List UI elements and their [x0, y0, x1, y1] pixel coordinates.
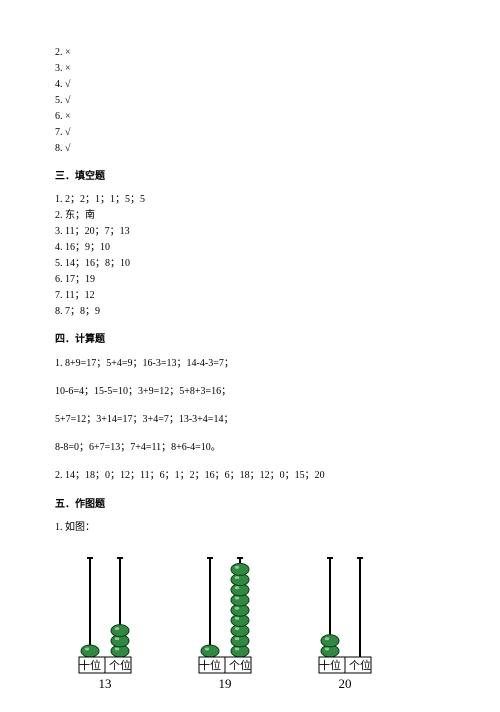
calc-line: 5+7=12；3+14=17；3+4=7；13-3+4=14；	[55, 411, 445, 429]
fill-item: 6. 17；19	[55, 272, 445, 288]
abacus: 十位个位 13	[65, 554, 145, 692]
svg-text:十位: 十位	[199, 658, 221, 672]
truefalse-item: 2. ×	[55, 45, 445, 61]
svg-text:个位: 个位	[229, 658, 251, 672]
fill-item: 5. 14；16；8；10	[55, 256, 445, 272]
abacus-svg: 十位个位	[65, 554, 145, 674]
abacus-number: 19	[219, 676, 232, 692]
fill-item: 8. 7；8；9	[55, 304, 445, 320]
svg-text:十位: 十位	[319, 658, 341, 672]
page: 2. ×3. ×4. √5. √6. ×7. √8. √ 三．填空题 1. 2；…	[0, 0, 500, 712]
calc-line: 10-6=4；15-5=10；3+9=12；5+8+3=16；	[55, 383, 445, 401]
section5-intro: 1. 如图：	[55, 520, 445, 536]
abacus-row: 十位个位13十位个位19十位个位20	[65, 554, 445, 692]
svg-text:个位: 个位	[109, 658, 131, 672]
fill-item: 1. 2；2；1；1；5；5	[55, 192, 445, 208]
fill-item: 7. 11；12	[55, 288, 445, 304]
fill-item: 2. 东；南	[55, 208, 445, 224]
truefalse-item: 4. √	[55, 77, 445, 93]
abacus: 十位个位 20	[305, 554, 385, 692]
fill-item: 4. 16；9；10	[55, 240, 445, 256]
calc-line: 2. 14；18；0；12；11；6；1；2；16；6；18；12；0；15；2…	[55, 467, 445, 485]
abacus-number: 13	[99, 676, 112, 692]
section3-block: 1. 2；2；1；1；5；52. 东；南3. 11；20；7；134. 16；9…	[55, 192, 445, 320]
truefalse-item: 8. √	[55, 141, 445, 157]
abacus-number: 20	[339, 676, 352, 692]
section4-block: 1. 8+9=17；5+4=9；16-3=13；14-4-3=7； 10-6=4；…	[55, 355, 445, 485]
truefalse-item: 7. √	[55, 125, 445, 141]
truefalse-item: 6. ×	[55, 109, 445, 125]
section4-heading: 四．计算题	[55, 330, 445, 345]
svg-text:十位: 十位	[79, 658, 101, 672]
calc-line: 8-8=0；6+7=13；7+4=11；8+6-4=10。	[55, 439, 445, 457]
truefalse-item: 5. √	[55, 93, 445, 109]
fill-item: 3. 11；20；7；13	[55, 224, 445, 240]
svg-text:个位: 个位	[349, 658, 371, 672]
abacus-svg: 十位个位	[305, 554, 385, 674]
section5-heading: 五．作图题	[55, 495, 445, 510]
calc-line: 1. 8+9=17；5+4=9；16-3=13；14-4-3=7；	[55, 355, 445, 373]
truefalse-block: 2. ×3. ×4. √5. √6. ×7. √8. √	[55, 45, 445, 157]
abacus: 十位个位 19	[185, 554, 265, 692]
abacus-svg: 十位个位	[185, 554, 265, 674]
truefalse-item: 3. ×	[55, 61, 445, 77]
section3-heading: 三．填空题	[55, 167, 445, 182]
